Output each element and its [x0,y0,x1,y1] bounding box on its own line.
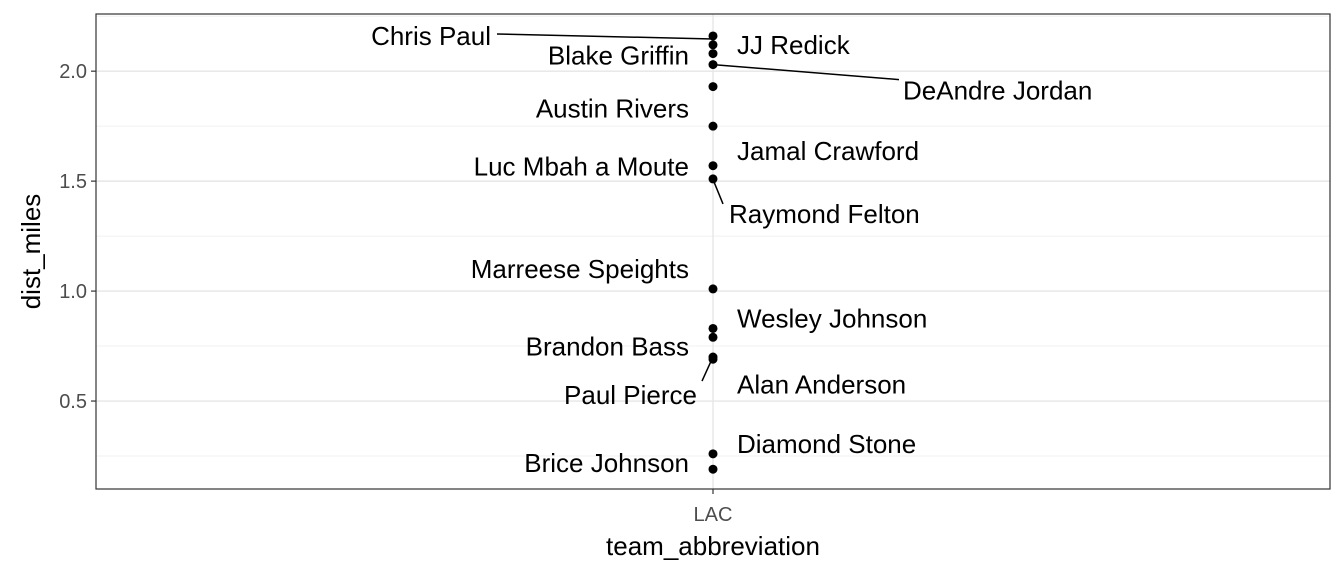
leader-line [713,181,724,205]
y-axis-ticks: 0.5 1.0 1.5 2.0 [59,61,96,413]
data-point [708,161,718,171]
y-tick-label: 1.0 [59,281,87,303]
point-label: Chris Paul [371,21,491,51]
y-tick-label: 2.0 [59,61,87,83]
leader-line [712,63,900,81]
data-point [708,464,718,474]
data-point [708,82,718,92]
data-point [708,60,718,70]
point-label: Brandon Bass [526,331,689,361]
point-label: Diamond Stone [737,429,916,459]
grid-lines [96,14,1330,489]
point-label: Jamal Crawford [737,136,919,166]
data-points [708,31,718,474]
point-label: Wesley Johnson [737,303,927,333]
point-label: Luc Mbah a Moute [474,152,689,182]
x-axis-ticks: LAC [694,489,733,526]
data-point [708,449,718,459]
data-point [708,332,718,342]
point-label: Raymond Felton [729,199,920,229]
point-label: JJ Redick [737,30,851,60]
leader-line [496,33,714,40]
y-tick-label: 0.5 [59,391,87,413]
y-axis-title: dist_miles [16,194,46,310]
point-label: Blake Griffin [548,41,689,71]
point-label: Paul Pierce [564,380,697,410]
data-point [708,121,718,131]
data-point [708,323,718,333]
point-label: DeAndre Jordan [903,76,1092,106]
point-label: Brice Johnson [524,448,689,478]
data-point [708,284,718,294]
x-axis-title: team_abbreviation [606,531,820,561]
point-label: Marreese Speights [471,254,689,284]
data-point [708,354,718,364]
data-point [708,40,718,50]
point-label: Austin Rivers [536,94,689,124]
data-point [708,31,718,41]
data-point [708,174,718,184]
point-labels: Chris Paul JJ Redick Blake Griffin DeAndre … [371,21,1092,478]
x-tick-label: LAC [694,504,733,526]
y-tick-label: 1.5 [59,171,87,193]
point-label: Alan Anderson [737,369,906,399]
data-point [708,49,718,59]
